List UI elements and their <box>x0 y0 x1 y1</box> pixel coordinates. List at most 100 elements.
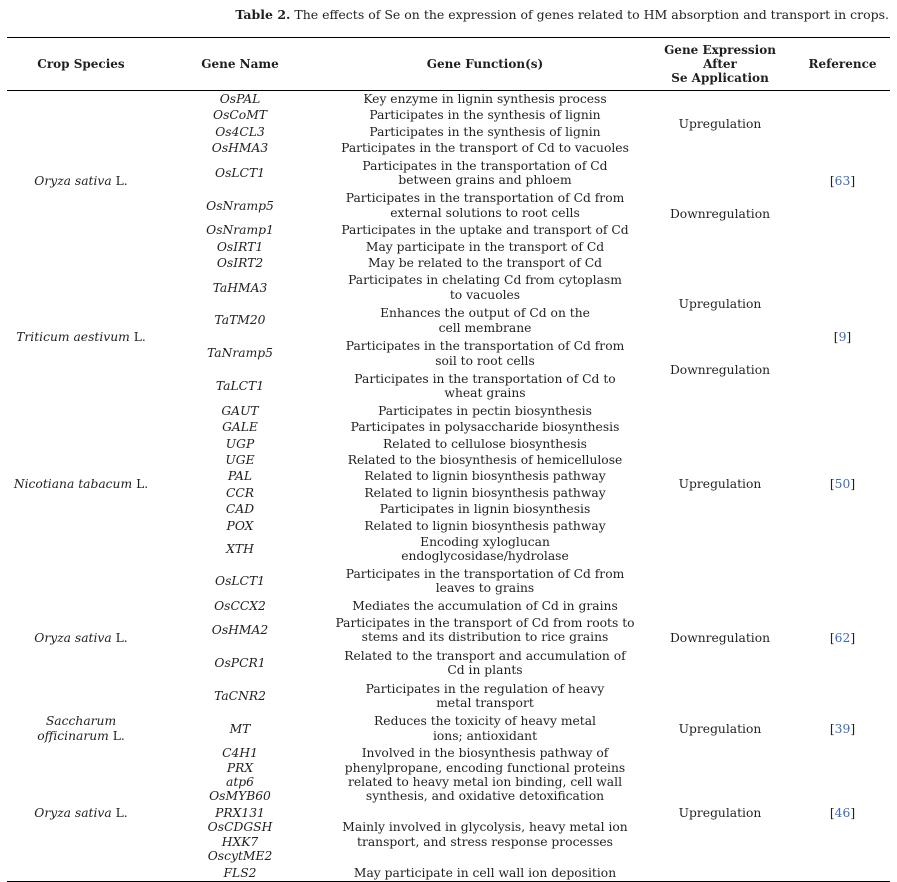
gene-name: OsPAL <box>219 92 261 106</box>
expression-cell: Downregulation <box>669 206 771 221</box>
gene-name-cell: UGE <box>155 452 325 468</box>
gene-function-cell: Participates in the transport of Cd to v… <box>341 141 629 156</box>
header-row: Crop Species Gene Name Gene Function(s) … <box>7 38 890 91</box>
gene-name: atp6 <box>226 775 254 790</box>
gene-function-cell: Involved in the biosynthesis pathway of … <box>344 746 626 804</box>
gene-name-cell: OsLCT1 <box>155 157 325 190</box>
gene-function-cell: May participate in cell wall ion deposit… <box>353 865 617 880</box>
reference-link[interactable]: 39 <box>834 721 851 736</box>
gene-function-cell: Related to lignin biosynthesis pathway <box>364 485 606 500</box>
gene-name-cell: GAUT <box>155 403 325 419</box>
gene-function-cell: Participates in the transport of Cd from… <box>335 616 635 645</box>
gene-name-cell: GALE <box>155 419 325 435</box>
gene-name-cell: CCR <box>155 485 325 501</box>
table-row: Saccharum officinarum L. MT Reduces the to… <box>7 712 890 745</box>
gene-name-cell: TaTM20 <box>155 304 325 337</box>
reference-cell: [39] <box>829 721 856 736</box>
gene-name: HXK7 <box>221 834 259 849</box>
gene-function-cell: Reduces the toxicity of heavy metal ions… <box>374 714 596 743</box>
gene-function-cell: Participates in the transportation of Cd… <box>345 339 625 368</box>
reference-link[interactable]: 62 <box>834 631 851 646</box>
gene-name: PRX <box>226 760 254 775</box>
gene-name-cell: TaHMA3 <box>155 271 325 304</box>
expression-cell: Downregulation <box>669 631 771 646</box>
col-header-crop-species: Crop Species <box>37 57 125 71</box>
gene-name: OscytME2 <box>207 849 273 864</box>
table-caption-text: The effects of Se on the expression of g… <box>294 7 889 22</box>
gene-name-cell: OsHMA2 <box>155 614 325 647</box>
species-name: Nicotiana tabacum <box>13 476 133 491</box>
table-row: Nicotiana tabacum L. GAUT Participates in … <box>7 403 890 491</box>
reference-link[interactable]: 50 <box>834 476 851 491</box>
gene-name-cell: PRX131 OsCDGSH HXK7 OscytME2 <box>155 805 325 865</box>
species-cell: Oryza sativa L. <box>7 745 155 881</box>
gene-function-cell: Related to lignin biosynthesis pathway <box>364 469 606 484</box>
expression-cell: Upregulation <box>678 476 762 491</box>
gene-name-cell: OsPAL <box>155 91 325 108</box>
gene-function-cell: Participates in pectin biosynthesis <box>378 403 592 418</box>
gene-name: OsIRT1 <box>216 239 264 254</box>
gene-name-cell: FLS2 <box>155 865 325 882</box>
gene-name: TaTM20 <box>214 313 266 328</box>
gene-name: C4H1 <box>222 746 258 761</box>
species-authority: L. <box>136 476 149 491</box>
table-row: Os4CL3 Participates in the synthesis of l… <box>7 124 890 140</box>
table-row: Oryza sativa L. OsPAL Key enzyme in lignin… <box>7 91 890 188</box>
table-row: TaCNR2 Participates in the regulation of … <box>7 680 890 713</box>
gene-function-cell: Encoding xyloglucan endoglycosidase/hydr… <box>401 534 569 564</box>
gene-name: OsHMA2 <box>211 623 269 638</box>
gene-name: GAUT <box>221 403 259 418</box>
col-header-reference: Reference <box>808 57 877 71</box>
col-header-gene-function: Gene Function(s) <box>426 57 544 71</box>
gene-name: TaNramp5 <box>207 346 273 361</box>
gene-name: OsMYB60 <box>209 789 271 804</box>
col-header-gene-expression: Gene Expression After Se Application <box>664 43 776 85</box>
gene-name-cell: UGP <box>155 436 325 452</box>
species-cell: Saccharum officinarum L. <box>7 712 155 745</box>
gene-name-cell: OsLCT1 <box>155 565 325 598</box>
species-name: Oryza sativa <box>34 174 112 189</box>
gene-name-cell: OsIRT2 <box>155 255 325 271</box>
species-cell: Triticum aestivum L. <box>7 271 155 402</box>
gene-name: CCR <box>225 485 255 500</box>
gene-function-cell: May participate in the transport of Cd <box>365 239 605 254</box>
table-row: CCR Related to lignin biosynthesis pathwa… <box>7 485 890 501</box>
gene-name: OsLCT1 <box>215 165 265 180</box>
gene-name-cell: OsNramp5 <box>155 189 325 222</box>
species-name: Oryza sativa <box>34 805 112 820</box>
gene-name: OsNramp1 <box>206 223 274 238</box>
gene-name-cell: MT <box>155 712 325 745</box>
gene-name: MT <box>229 721 251 736</box>
table-row: TaNramp5 Participates in the transportati… <box>7 337 890 377</box>
gene-function-cell: Participates in the transportation of Cd… <box>354 371 616 401</box>
gene-name: OsPCR1 <box>214 656 266 671</box>
species-cell: Oryza sativa L. <box>7 565 155 713</box>
table-row: OsCoMT Participates in the synthesis of l… <box>7 107 890 123</box>
gene-function-cell: Participates in the synthesis of lignin <box>369 108 601 123</box>
species-authority: L. <box>115 631 128 646</box>
table-row: Oryza sativa L. C4H1 PRX atp6 OsMYB60 Involve… <box>7 745 890 820</box>
table-row: OsPCR1 Related to the transport and accum… <box>7 647 890 680</box>
table-row: XTH Encoding xyloglucan endoglycosidase/h… <box>7 534 890 565</box>
gene-name: OsCoMT <box>213 108 267 123</box>
species-authority: L. <box>115 805 128 820</box>
reference-link[interactable]: 9 <box>838 329 847 344</box>
expression-cell: Upregulation <box>678 805 762 820</box>
gene-function-cell: May be related to the transport of Cd <box>367 256 603 271</box>
reference-link[interactable]: 46 <box>834 805 851 820</box>
table-row: Oryza sativa L. OsLCT1 Participates in the… <box>7 565 890 646</box>
species-cell: Oryza sativa L. <box>7 91 155 272</box>
gene-name-cell: TaCNR2 <box>155 680 325 713</box>
gene-name: OsIRT2 <box>216 256 264 271</box>
reference-cell: [46] <box>829 805 856 820</box>
gene-name: PAL <box>227 469 253 484</box>
gene-name: TaHMA3 <box>212 280 268 295</box>
table-row: CAD Participates in lignin biosynthesis <box>7 501 890 517</box>
gene-name-cell: OsCCX2 <box>155 598 325 614</box>
species-name: Triticum aestivum <box>16 329 130 344</box>
gene-name: XTH <box>226 542 254 557</box>
reference-link[interactable]: 63 <box>834 174 851 189</box>
gene-name-cell: OsPCR1 <box>155 647 325 680</box>
reference-cell: [9] <box>833 329 852 344</box>
